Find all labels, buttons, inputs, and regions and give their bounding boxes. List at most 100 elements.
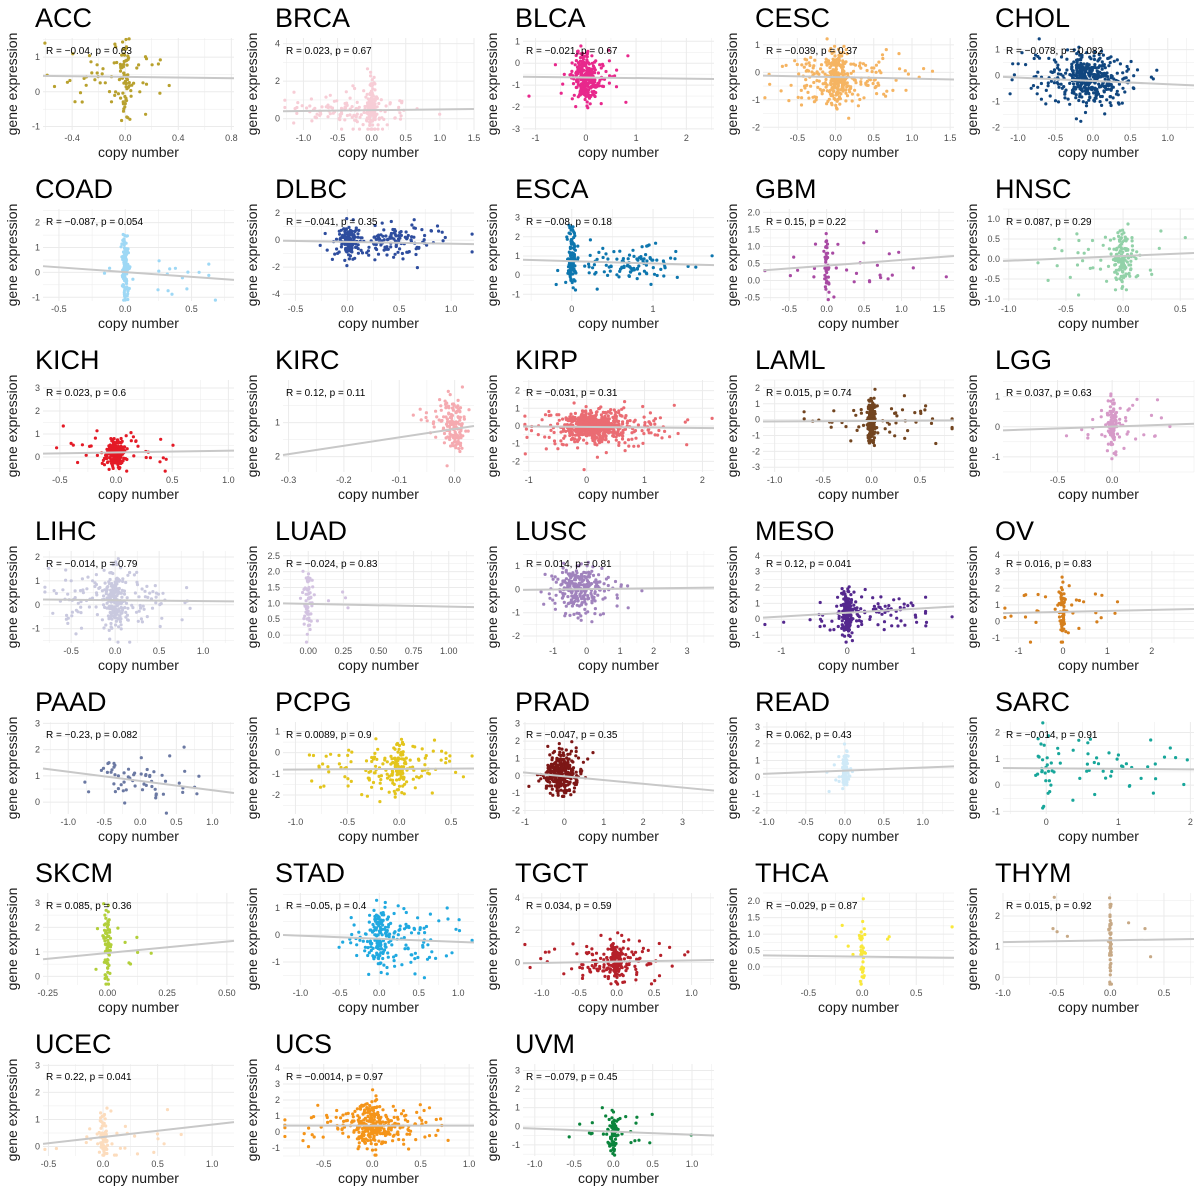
data-point (425, 419, 429, 423)
data-point (631, 248, 635, 252)
data-point (1117, 102, 1121, 106)
data-point (454, 446, 458, 450)
data-point (110, 589, 114, 593)
data-point (1046, 81, 1050, 85)
data-point (573, 264, 577, 268)
y-tick-label: 0 (275, 114, 280, 124)
data-point (582, 468, 586, 472)
data-point (579, 614, 583, 618)
data-point (1077, 64, 1081, 68)
data-point (1115, 89, 1119, 93)
data-point (76, 601, 80, 605)
data-point (378, 237, 382, 241)
data-point (584, 571, 588, 575)
y-tick-label: 2 (35, 218, 40, 228)
data-point (569, 255, 573, 259)
data-point (168, 267, 172, 271)
data-point (69, 441, 73, 445)
data-point (1125, 432, 1129, 436)
data-point (836, 83, 840, 87)
data-point (382, 248, 386, 252)
data-point (1095, 90, 1100, 94)
data-point (572, 268, 576, 273)
data-point (815, 79, 819, 83)
data-point (372, 242, 376, 246)
x-tick-label: -0.3 (281, 475, 297, 485)
data-point (1096, 65, 1101, 70)
data-point (569, 272, 574, 276)
data-point (1080, 95, 1084, 99)
x-tick-label: 1.0 (222, 475, 235, 485)
y-tick-label: -1 (32, 624, 40, 634)
gridlines (1003, 208, 1194, 301)
data-point (180, 618, 184, 622)
data-point (1113, 263, 1117, 267)
data-point (103, 605, 107, 609)
data-point (1091, 417, 1095, 422)
data-point (123, 261, 128, 265)
data-point (835, 107, 839, 111)
data-point (1081, 259, 1085, 263)
data-point (185, 287, 189, 291)
data-point (834, 266, 838, 270)
data-point (148, 591, 152, 595)
regression-line (1002, 252, 1195, 262)
data-point (818, 87, 822, 91)
data-point (458, 449, 462, 454)
data-point (120, 608, 125, 612)
data-point (313, 115, 317, 119)
data-point (568, 232, 572, 236)
data-point (668, 435, 672, 439)
data-point (591, 79, 595, 83)
regression-line (522, 586, 715, 591)
data-point (133, 591, 137, 595)
data-point (569, 238, 573, 242)
data-point (568, 573, 572, 577)
data-point (838, 72, 842, 76)
data-point (563, 423, 567, 427)
data-point (592, 597, 596, 601)
data-point (1113, 418, 1117, 422)
data-point (122, 71, 126, 75)
data-point (833, 82, 837, 87)
data-point (1118, 239, 1122, 243)
data-point (131, 606, 135, 610)
data-point (574, 271, 578, 275)
data-point (352, 113, 356, 117)
data-point (595, 455, 599, 459)
data-point (109, 461, 114, 465)
y-axis-title: gene expression (964, 204, 980, 307)
data-point (859, 66, 863, 70)
data-point (882, 92, 886, 96)
y-tick-label: 3 (515, 213, 520, 223)
data-point (438, 112, 442, 116)
data-point (590, 417, 594, 421)
data-point (126, 297, 130, 302)
data-point (572, 243, 576, 247)
data-point (1118, 417, 1122, 421)
data-point (1084, 104, 1089, 108)
correlation-annotation: R = −0.031, p = 0.31 (526, 388, 618, 399)
data-point (132, 81, 136, 85)
data-point (308, 623, 312, 627)
y-tick-label: 1 (35, 243, 40, 253)
data-point (795, 62, 799, 67)
data-point (1079, 119, 1083, 123)
data-point (157, 269, 161, 273)
data-point (158, 603, 162, 607)
data-point (338, 232, 342, 236)
data-point (824, 260, 828, 264)
data-point (540, 418, 544, 422)
data-point (1101, 243, 1105, 247)
data-point (821, 70, 825, 74)
data-point (1107, 413, 1111, 417)
data-point (1136, 274, 1140, 278)
data-point (355, 112, 359, 116)
data-point (354, 115, 358, 119)
data-point (642, 432, 646, 436)
x-tick-label: 0 (584, 475, 589, 485)
data-point (847, 116, 851, 120)
data-point (570, 69, 574, 73)
